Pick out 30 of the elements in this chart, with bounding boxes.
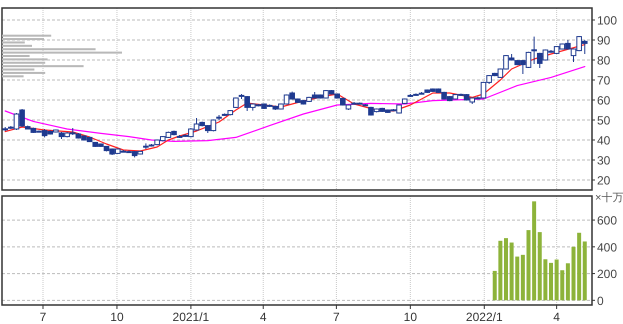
x-tick-label: 2022/1 xyxy=(466,310,503,324)
y-tick-label: 20 xyxy=(597,174,611,188)
y-tick-label: 400 xyxy=(597,240,618,254)
y-tick-label: 0 xyxy=(597,294,604,308)
y-tick-label: 90 xyxy=(597,34,611,48)
bar xyxy=(2,72,46,74)
candlestick xyxy=(531,36,537,64)
line-series xyxy=(4,66,586,142)
bar xyxy=(2,65,84,68)
y-axis-title: ×十万 xyxy=(595,191,623,204)
y-tick-label: 600 xyxy=(597,214,618,228)
x-tick-label: 7 xyxy=(333,310,340,324)
y-tick-label: 200 xyxy=(597,267,618,282)
y-tick-label: 40 xyxy=(597,134,611,148)
bar xyxy=(582,241,587,300)
x-tick-label: 4 xyxy=(553,310,560,324)
bar xyxy=(492,270,497,300)
y-tick-label: 70 xyxy=(597,74,611,88)
bar xyxy=(2,52,122,54)
y-tick-label: 50 xyxy=(597,114,611,128)
x-tick-label: 4 xyxy=(260,310,267,324)
x-tick-label: 7 xyxy=(40,310,47,324)
y-tick-label: 30 xyxy=(597,154,611,168)
bar xyxy=(2,34,52,37)
x-tick-label: 10 xyxy=(110,310,124,324)
x-tick-label: 2021/1 xyxy=(172,310,210,324)
y-tick-label: 60 xyxy=(597,94,611,108)
x-tick-label: 10 xyxy=(404,310,418,324)
y-tick-label: 80 xyxy=(597,54,611,68)
y-tick-label: 100 xyxy=(597,14,618,28)
